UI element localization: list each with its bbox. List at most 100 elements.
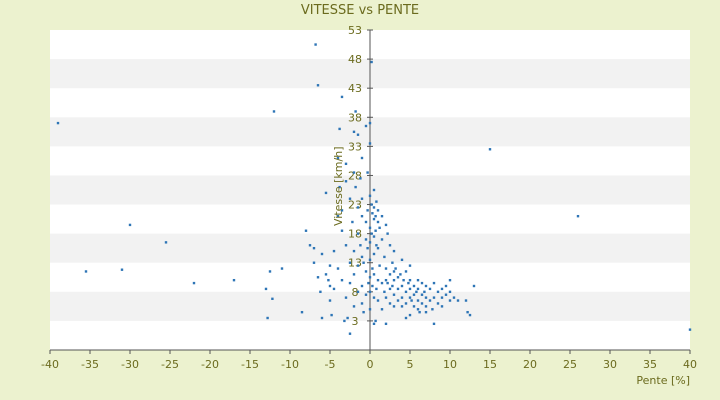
data-point [316, 276, 320, 279]
data-point [440, 287, 444, 291]
data-point [432, 281, 436, 285]
data-point [372, 206, 376, 209]
data-point [324, 273, 328, 276]
data-point [352, 273, 356, 276]
data-point [356, 290, 360, 294]
data-point [380, 281, 384, 285]
data-point [300, 310, 304, 314]
data-point [332, 249, 336, 253]
data-point [424, 284, 428, 288]
y-tick-label: 43 [348, 82, 362, 95]
data-point [328, 264, 332, 267]
y-tick-label: 53 [348, 24, 362, 37]
data-point [399, 273, 402, 276]
data-point [336, 156, 340, 160]
data-point [308, 244, 312, 247]
x-tick-label: -25 [161, 358, 179, 371]
data-point [351, 220, 354, 224]
data-point [372, 235, 376, 238]
data-point [408, 313, 412, 317]
data-point [394, 267, 397, 270]
data-point [378, 226, 381, 230]
data-point [360, 255, 364, 259]
data-point [464, 299, 468, 302]
data-point [340, 209, 344, 212]
y-tick-label: 28 [348, 169, 362, 182]
data-point [344, 296, 348, 299]
data-point [327, 278, 330, 282]
data-point [472, 284, 476, 288]
data-point [367, 281, 370, 285]
data-point [412, 305, 416, 308]
data-point [416, 308, 420, 311]
data-point [374, 214, 377, 218]
data-point [360, 302, 364, 305]
data-point [432, 322, 436, 326]
chart-title: VITESSE vs PENTE [301, 3, 419, 18]
data-point [348, 332, 352, 335]
data-point [408, 278, 412, 282]
data-point [371, 212, 374, 215]
data-point [364, 270, 368, 273]
data-point [420, 281, 424, 285]
data-point [396, 276, 400, 279]
data-point [344, 180, 348, 183]
y-tick-label: 33 [348, 140, 362, 153]
data-point [340, 95, 344, 99]
data-point [352, 171, 356, 174]
data-point [368, 142, 372, 145]
data-point [356, 232, 360, 235]
x-axis-label: Pente [%] [636, 374, 690, 387]
data-point [280, 267, 284, 270]
data-point [424, 310, 428, 314]
data-point [368, 226, 372, 230]
data-point [366, 171, 369, 174]
data-point [164, 241, 168, 244]
data-point [264, 287, 268, 291]
data-point [368, 308, 372, 311]
data-point [338, 185, 341, 189]
data-point [408, 264, 412, 267]
data-point [328, 284, 332, 288]
data-point [340, 278, 344, 282]
data-point [362, 261, 365, 264]
data-point [376, 278, 380, 282]
data-point [370, 60, 373, 64]
data-point [416, 287, 420, 291]
data-point [232, 278, 236, 282]
data-point [408, 287, 412, 291]
data-point [364, 220, 368, 224]
data-point [420, 302, 424, 305]
data-point [192, 281, 196, 285]
data-point [375, 200, 378, 203]
x-tick-label: 0 [367, 358, 374, 371]
y-tick-label: 23 [348, 199, 362, 212]
data-point [56, 121, 60, 125]
data-point [359, 244, 362, 247]
data-point [348, 281, 352, 285]
data-point [383, 255, 386, 259]
data-point [368, 276, 372, 279]
data-point [320, 252, 324, 256]
x-tick-label: 15 [483, 358, 497, 371]
data-point [418, 310, 421, 314]
data-point [364, 124, 368, 128]
data-point [468, 313, 472, 317]
data-point [380, 214, 384, 218]
plot-area: -40 -35 -30 -25 -20 -15 -10 -5 0 5 10 15 20 25 30 35 40 3… [41, 24, 697, 371]
x-tick-label: -40 [41, 358, 59, 371]
data-point [452, 296, 456, 299]
data-point [344, 244, 348, 247]
data-point [407, 281, 410, 285]
data-point [408, 296, 412, 299]
data-point [386, 281, 389, 285]
data-point [386, 232, 389, 235]
x-tick-label: 30 [603, 358, 617, 371]
data-point [368, 290, 372, 294]
data-point [312, 246, 316, 250]
x-tick-label: -15 [241, 358, 259, 371]
data-point [388, 273, 392, 276]
data-point [404, 290, 408, 294]
